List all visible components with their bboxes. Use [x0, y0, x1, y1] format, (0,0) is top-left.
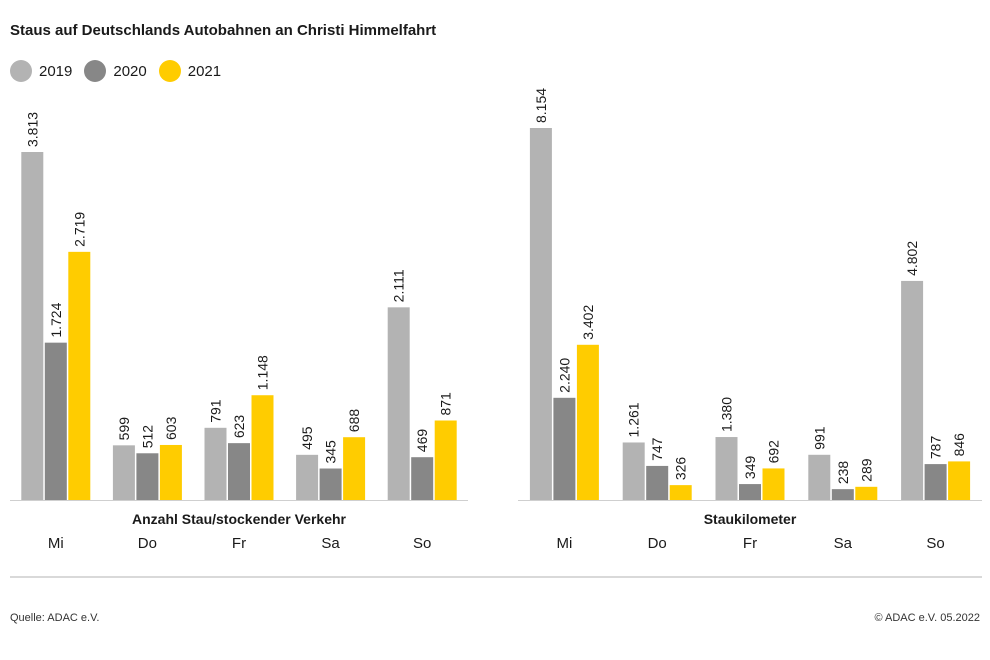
data-label-mi-2021: 2.719 [71, 212, 87, 247]
data-label-fr-2021: 692 [766, 440, 782, 464]
category-label-do: Do [648, 535, 667, 552]
bar-fr-2019 [715, 437, 738, 500]
legend-item-2019: 2019 [10, 60, 72, 82]
data-label-mi-2021: 3.402 [580, 305, 596, 340]
category-label-mi: Mi [556, 535, 572, 552]
data-label-sa-2020: 345 [323, 440, 339, 464]
bar-do-2020 [646, 465, 669, 500]
bar-so-2021 [434, 420, 457, 500]
legend-label-2020: 2020 [113, 62, 147, 80]
data-label-so-2020: 469 [414, 429, 430, 453]
data-label-sa-2021: 688 [346, 409, 362, 433]
category-label-sa: Sa [321, 535, 340, 552]
bar-do-2021 [669, 485, 692, 500]
legend-label-2019: 2019 [39, 62, 73, 80]
data-label-so-2019: 2.111 [391, 269, 407, 302]
bar-do-2020 [136, 453, 159, 500]
data-label-fr-2020: 623 [231, 415, 247, 439]
legend-swatch-2019 [10, 60, 32, 82]
data-label-fr-2021: 1.148 [255, 355, 271, 390]
bar-fr-2019 [204, 427, 227, 500]
category-label-do: Do [138, 535, 157, 552]
bar-do-2021 [159, 444, 182, 500]
bar-fr-2020 [228, 443, 250, 500]
category-label-fr: Fr [232, 535, 246, 552]
bar-do-2019 [622, 442, 645, 500]
data-label-mi-2019: 8.154 [533, 88, 549, 123]
bar-do-2019 [112, 445, 135, 500]
data-label-mi-2020: 2.240 [556, 358, 572, 393]
category-label-fr: Fr [743, 535, 757, 552]
bar-mi-2020 [44, 342, 67, 500]
data-label-sa-2019: 495 [299, 426, 315, 450]
chart-title: Staus auf Deutschlands Autobahnen an Chr… [10, 22, 437, 39]
bar-sa-2019 [808, 454, 831, 500]
bar-so-2020 [924, 464, 947, 500]
bar-sa-2021 [855, 486, 878, 500]
chart1-axis-title: Anzahl Stau/stockender Verkehr [132, 511, 347, 527]
data-label-so-2020: 787 [928, 436, 944, 460]
data-label-do-2019: 1.261 [626, 402, 642, 437]
bar-so-2019 [901, 280, 924, 500]
bar-sa-2019 [296, 454, 319, 500]
data-label-sa-2019: 991 [811, 426, 827, 450]
chart2-axis-title: Staukilometer [704, 511, 797, 527]
category-label-so: So [413, 535, 431, 552]
category-label-mi: Mi [48, 535, 64, 552]
bar-so-2020 [411, 457, 434, 500]
data-label-do-2021: 326 [673, 457, 689, 481]
data-label-sa-2021: 289 [858, 458, 874, 482]
bar-sa-2021 [343, 437, 366, 500]
bar-mi-2021 [68, 251, 91, 500]
copyright-note: © ADAC e.V. 05.2022 [874, 612, 980, 624]
data-label-so-2019: 4.802 [904, 241, 920, 276]
data-label-do-2021: 603 [163, 416, 179, 440]
bar-sa-2020 [319, 468, 342, 500]
data-label-do-2020: 747 [649, 437, 665, 461]
data-label-do-2020: 512 [139, 425, 155, 449]
legend-item-2020: 2020 [84, 60, 147, 82]
source-note: Quelle: ADAC e.V. [10, 612, 100, 624]
bar-fr-2021 [251, 395, 274, 500]
data-label-mi-2020: 1.724 [48, 302, 64, 337]
data-label-fr-2019: 791 [208, 399, 224, 423]
bar-mi-2021 [576, 344, 599, 500]
legend-label-2021: 2021 [187, 62, 222, 80]
legend: 2019 2020 2021 [10, 60, 233, 82]
bar-fr-2020 [739, 484, 761, 500]
category-label-sa: Sa [834, 535, 853, 552]
bar-mi-2019 [21, 152, 44, 500]
bar-mi-2019 [529, 128, 552, 500]
bar-fr-2021 [762, 468, 785, 500]
legend-item-2021: 2021 [158, 60, 222, 82]
legend-swatch-2021 [158, 60, 181, 82]
bar-sa-2020 [831, 489, 854, 500]
bar-so-2021 [948, 461, 971, 500]
bar-mi-2020 [553, 397, 576, 500]
footer-divider [10, 576, 982, 578]
data-label-do-2019: 599 [116, 417, 132, 441]
data-label-mi-2019: 3.813 [24, 112, 40, 147]
category-label-so: So [926, 535, 944, 552]
data-label-fr-2019: 1.380 [719, 397, 735, 432]
data-label-so-2021: 846 [951, 433, 967, 457]
legend-swatch-2020 [84, 60, 107, 82]
data-label-fr-2020: 349 [742, 456, 758, 480]
data-label-sa-2020: 238 [835, 461, 851, 485]
bar-so-2019 [387, 307, 410, 500]
data-label-so-2021: 871 [438, 392, 454, 416]
